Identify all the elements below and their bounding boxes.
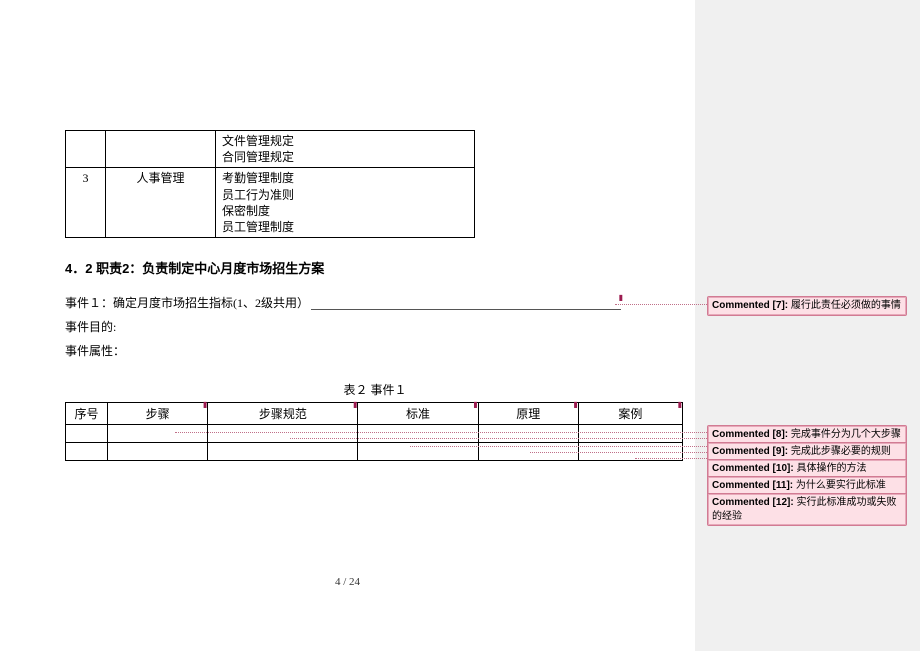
th-seq: 序号	[66, 403, 108, 425]
cell-items: 文件管理规定 合同管理规定	[216, 131, 475, 168]
event-1-blank: ▮	[311, 296, 621, 310]
comment-text: 完成此步骤必要的规则	[791, 446, 891, 457]
table-row: 3 人事管理 考勤管理制度 员工行为准则 保密制度 员工管理制度	[66, 168, 475, 238]
cell-items: 考勤管理制度 员工行为准则 保密制度 员工管理制度	[216, 168, 475, 238]
table2-caption: 表２ 事件１	[65, 381, 685, 398]
comments-margin-band	[695, 0, 920, 651]
comment-label: Commented [10]:	[712, 463, 796, 474]
comment-label: Commented [12]:	[712, 497, 796, 508]
comment-leader-line	[615, 304, 707, 305]
th-pri: 原理▮	[478, 403, 578, 425]
comment-leader-line	[410, 446, 707, 447]
event-attr-line: 事件属性：	[65, 339, 685, 363]
th-case: 案例▮	[578, 403, 682, 425]
comment-label: Commented [11]:	[712, 480, 796, 491]
comment-leader-line	[175, 432, 707, 433]
cell-category	[106, 131, 216, 168]
regulations-table: 文件管理规定 合同管理规定 3 人事管理 考勤管理制度 员工行为准则 保密制度 …	[65, 130, 475, 238]
cell-num	[66, 131, 106, 168]
cell-category: 人事管理	[106, 168, 216, 238]
comment-balloon[interactable]: Commented [12]: 实行此标准成功或失败的经验	[707, 493, 907, 526]
th-step: 步骤▮	[108, 403, 208, 425]
th-spec: 步骤规范▮	[208, 403, 358, 425]
comment-leader-line	[290, 438, 707, 439]
document-page: 文件管理规定 合同管理规定 3 人事管理 考勤管理制度 员工行为准则 保密制度 …	[0, 0, 695, 461]
comment-label: Commented [8]:	[712, 429, 791, 440]
event-1-label: 事件１：确定月度市场招生指标(1、2级共用）	[65, 291, 309, 315]
comment-leader-line	[635, 458, 707, 459]
event-1-line: 事件１：确定月度市场招生指标(1、2级共用） ▮	[65, 291, 685, 315]
comment-balloon[interactable]: Commented [7]: 履行此责任必须做的事情	[707, 296, 907, 316]
table-row	[66, 425, 683, 443]
comment-text: 履行此责任必须做的事情	[791, 300, 901, 311]
table-header-row: 序号 步骤▮ 步骤规范▮ 标准▮ 原理▮ 案例▮	[66, 403, 683, 425]
event-purpose-line: 事件目的:	[65, 315, 685, 339]
table-row: 文件管理规定 合同管理规定	[66, 131, 475, 168]
comment-label: Commented [7]:	[712, 300, 791, 311]
comment-label: Commented [9]:	[712, 446, 791, 457]
section-heading: 4．2 职责2：负责制定中心月度市场招生方案	[65, 258, 685, 277]
th-std: 标准▮	[358, 403, 478, 425]
comment-text: 为什么要实行此标准	[796, 480, 886, 491]
comment-leader-line	[530, 452, 707, 453]
page-footer: 4 / 24	[0, 576, 695, 588]
cell-num: 3	[66, 168, 106, 238]
comment-text: 完成事件分为几个大步骤	[791, 429, 901, 440]
comment-text: 具体操作的方法	[796, 463, 866, 474]
